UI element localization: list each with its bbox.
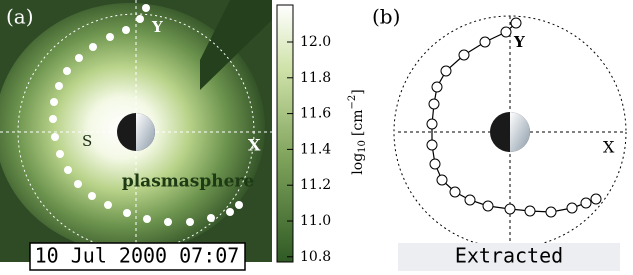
boundary-point — [104, 201, 112, 209]
colorbar-tick-label: 11.2 — [300, 177, 331, 193]
colorbar-tick-label: 11.0 — [300, 213, 331, 229]
boundary-point — [89, 43, 97, 51]
boundary-point — [480, 37, 490, 47]
colorbar-tick-label: 12.0 — [300, 34, 331, 50]
boundary-point — [64, 166, 72, 174]
boundary-point — [501, 27, 511, 37]
axis-marker: X — [248, 136, 261, 155]
boundary-point — [429, 99, 439, 109]
boundary-point — [427, 140, 437, 150]
image-panel — [0, 0, 272, 262]
label-close: ] — [350, 89, 366, 94]
boundary-point — [75, 54, 83, 62]
boundary-point — [49, 115, 57, 123]
boundary-point — [441, 66, 451, 76]
boundary-point — [432, 82, 442, 92]
boundary-point — [74, 180, 82, 188]
boundary-point — [459, 50, 469, 60]
boundary-point — [525, 206, 535, 216]
boundary-point — [505, 204, 515, 214]
boundary-point — [567, 203, 577, 213]
boundary-point — [51, 133, 59, 141]
colorbar-axis-label: log10 [cm−2] — [347, 89, 368, 174]
axis-marker: S — [82, 132, 92, 150]
boundary-point — [235, 201, 243, 209]
boundary-point — [164, 218, 172, 226]
colorbar-tick-label: 11.8 — [300, 70, 331, 86]
colorbar — [277, 5, 293, 262]
label-unit: [cm — [350, 110, 366, 137]
boundary-point — [55, 82, 63, 90]
boundary-point — [106, 33, 114, 41]
figure: (a) Y S X plasmasphere 10 Jul 2000 07:07… — [0, 0, 633, 275]
caption: Extracted — [455, 244, 563, 268]
axis-marker: Y — [151, 18, 163, 36]
boundary-point — [430, 159, 440, 169]
axis-marker: X — [603, 138, 615, 157]
label-base: log — [350, 153, 366, 175]
colorbar-tick-label: 10.8 — [300, 249, 331, 265]
label-subscript: 10 — [357, 140, 368, 153]
timestamp: 10 Jul 2000 07:07 — [35, 244, 240, 268]
boundary-point — [427, 119, 437, 129]
boundary-point — [142, 4, 150, 12]
boundary-point — [546, 207, 556, 217]
boundary-point — [56, 150, 64, 158]
boundary-point — [123, 209, 131, 217]
boundary-point — [437, 175, 447, 185]
region-label: plasmasphere — [122, 172, 255, 192]
panel-label: (b) — [372, 5, 400, 29]
label-exponent: −2 — [347, 95, 358, 110]
axis-marker: Y — [513, 33, 525, 51]
boundary-point — [483, 201, 493, 211]
boundary-point — [450, 187, 460, 197]
boundary-point — [591, 194, 601, 204]
boundary-point — [143, 215, 151, 223]
boundary-point — [88, 192, 96, 200]
earth-day-side — [510, 112, 530, 152]
colorbar-tick-label: 11.4 — [300, 141, 331, 157]
colorbar-ticks: 12.0 11.8 11.6 11.4 11.2 11.0 10.8 — [287, 34, 331, 265]
panel-label: (a) — [6, 5, 34, 29]
boundary-point — [207, 214, 215, 222]
boundary-point — [63, 67, 71, 75]
boundary-point — [136, 15, 144, 23]
boundary-point — [465, 195, 475, 205]
boundary-point — [581, 198, 591, 208]
boundary-point — [186, 218, 194, 226]
boundary-point — [122, 26, 130, 34]
boundary-point — [226, 208, 234, 216]
boundary-point — [511, 18, 521, 28]
boundary-point — [50, 98, 58, 106]
page: {"panel_a": {"label": "(a)", "markers": … — [0, 0, 633, 275]
colorbar-tick-label: 11.6 — [300, 106, 331, 122]
